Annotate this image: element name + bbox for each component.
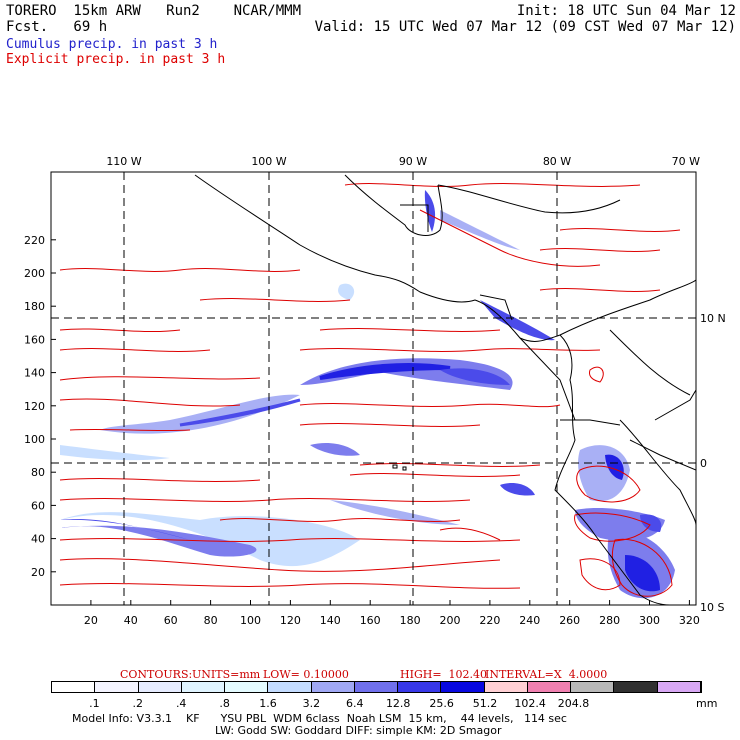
latitude-labels: 10 N 0 10 S bbox=[700, 312, 726, 614]
x-tick-label: 80 bbox=[204, 614, 218, 627]
colorbar-swatch bbox=[311, 682, 355, 692]
precip-colorbar bbox=[51, 681, 702, 693]
y-tick-label: 100 bbox=[24, 433, 45, 446]
colorbar-label: .8 bbox=[219, 697, 230, 710]
x-tick-label: 20 bbox=[84, 614, 98, 627]
colorbar-swatch bbox=[527, 682, 572, 692]
x-tick-label: 140 bbox=[320, 614, 341, 627]
colorbar-label: 25.6 bbox=[429, 697, 454, 710]
latitude-label: 0 bbox=[700, 457, 707, 470]
latitude-label: 10 S bbox=[700, 601, 724, 614]
colorbar-label: 6.4 bbox=[346, 697, 364, 710]
x-tick-label: 300 bbox=[639, 614, 660, 627]
latlon-grid bbox=[51, 172, 696, 605]
model-info-line1: Model Info: V3.3.1 KF YSU PBL WDM 6class… bbox=[72, 712, 567, 725]
valid-time: Valid: 15 UTC Wed 07 Mar 12 (09 CST Wed … bbox=[314, 19, 736, 35]
y-tick-label: 20 bbox=[31, 566, 45, 579]
colorbar-label: 1.6 bbox=[259, 697, 277, 710]
colorbar-label: 12.8 bbox=[385, 697, 411, 710]
x-axis-ticks: 20 40 60 80 100 120 140 160 180 200 220 240 260 280 30… bbox=[84, 600, 700, 627]
y-tick-label: 140 bbox=[24, 367, 45, 380]
contours-low: LOW= 0.10000 bbox=[263, 668, 349, 681]
longitude-labels: 110 W 100 W 90 W 80 W 70 W bbox=[106, 155, 700, 168]
contours-interval: INTERVAL=X 4.0000 bbox=[485, 668, 608, 681]
colorbar-swatch bbox=[398, 682, 442, 692]
cumulus-legend: Cumulus precip. in past 3 h bbox=[6, 37, 218, 52]
colorbar-swatch bbox=[138, 682, 182, 692]
x-tick-label: 100 bbox=[240, 614, 261, 627]
longitude-label: 100 W bbox=[251, 155, 286, 168]
y-axis-ticks: 20 40 60 80 100 120 140 160 180 200 220 bbox=[24, 234, 56, 579]
explicit-legend: Explicit precip. in past 3 h bbox=[6, 52, 226, 67]
coastlines bbox=[194, 174, 696, 605]
x-tick-label: 280 bbox=[599, 614, 620, 627]
x-tick-label: 260 bbox=[559, 614, 580, 627]
longitude-label: 90 W bbox=[399, 155, 427, 168]
colorbar-label: .2 bbox=[132, 697, 144, 710]
y-tick-label: 80 bbox=[31, 466, 45, 479]
colorbar-swatch bbox=[657, 682, 701, 692]
colorbar-swatch bbox=[95, 682, 139, 692]
x-tick-label: 120 bbox=[280, 614, 301, 627]
colorbar-label: 204.8 bbox=[557, 697, 590, 710]
model-info-line2: LW: Godd SW: Goddard DIFF: simple KM: 2D… bbox=[215, 724, 502, 737]
y-tick-label: 160 bbox=[24, 333, 45, 346]
colorbar-label: .1 bbox=[89, 697, 100, 710]
x-tick-label: 60 bbox=[164, 614, 178, 627]
model-title: TORERO 15km ARW Run2 NCAR/MMM bbox=[6, 3, 302, 19]
longitude-label: 110 W bbox=[106, 155, 141, 168]
colorbar-swatch bbox=[354, 682, 399, 692]
y-tick-label: 200 bbox=[24, 267, 45, 280]
colorbar-label: 102.4 bbox=[514, 697, 546, 710]
y-tick-label: 180 bbox=[24, 300, 45, 313]
colorbar-swatch bbox=[268, 682, 312, 692]
x-tick-label: 320 bbox=[679, 614, 700, 627]
y-tick-label: 120 bbox=[24, 400, 45, 413]
y-tick-label: 40 bbox=[31, 533, 45, 546]
x-tick-label: 220 bbox=[479, 614, 500, 627]
colorbar-swatch bbox=[181, 682, 226, 692]
colorbar-swatch bbox=[441, 682, 485, 692]
cumulus-precip-layer bbox=[60, 190, 675, 599]
colorbar-swatch bbox=[484, 682, 528, 692]
colorbar-label: 51.2 bbox=[472, 697, 498, 710]
forecast-hour: Fcst. 69 h bbox=[6, 19, 108, 35]
colorbar-label: 3.2 bbox=[302, 697, 321, 710]
y-tick-label: 60 bbox=[31, 499, 45, 512]
colorbar-swatch bbox=[614, 682, 658, 692]
colorbar-unit: mm bbox=[696, 697, 718, 710]
longitude-label: 70 W bbox=[672, 155, 700, 168]
colorbar-swatch bbox=[571, 682, 615, 692]
longitude-label: 80 W bbox=[543, 155, 571, 168]
colorbar-label: .4 bbox=[175, 697, 187, 710]
x-tick-label: 40 bbox=[124, 614, 138, 627]
y-tick-label: 220 bbox=[24, 234, 45, 247]
x-tick-label: 200 bbox=[440, 614, 461, 627]
colorbar-swatch bbox=[52, 682, 96, 692]
latitude-label: 10 N bbox=[700, 312, 726, 325]
x-tick-label: 160 bbox=[360, 614, 381, 627]
x-tick-label: 180 bbox=[400, 614, 421, 627]
explicit-precip-contours bbox=[59, 183, 681, 597]
contours-label: CONTOURS: bbox=[120, 668, 193, 681]
x-tick-label: 240 bbox=[519, 614, 540, 627]
init-time: Init: 18 UTC Sun 04 Mar 12 bbox=[516, 3, 736, 19]
colorbar-swatch bbox=[225, 682, 269, 692]
contours-high: HIGH= 102.40 bbox=[400, 668, 488, 681]
contours-units: UNITS=mm bbox=[192, 668, 261, 681]
